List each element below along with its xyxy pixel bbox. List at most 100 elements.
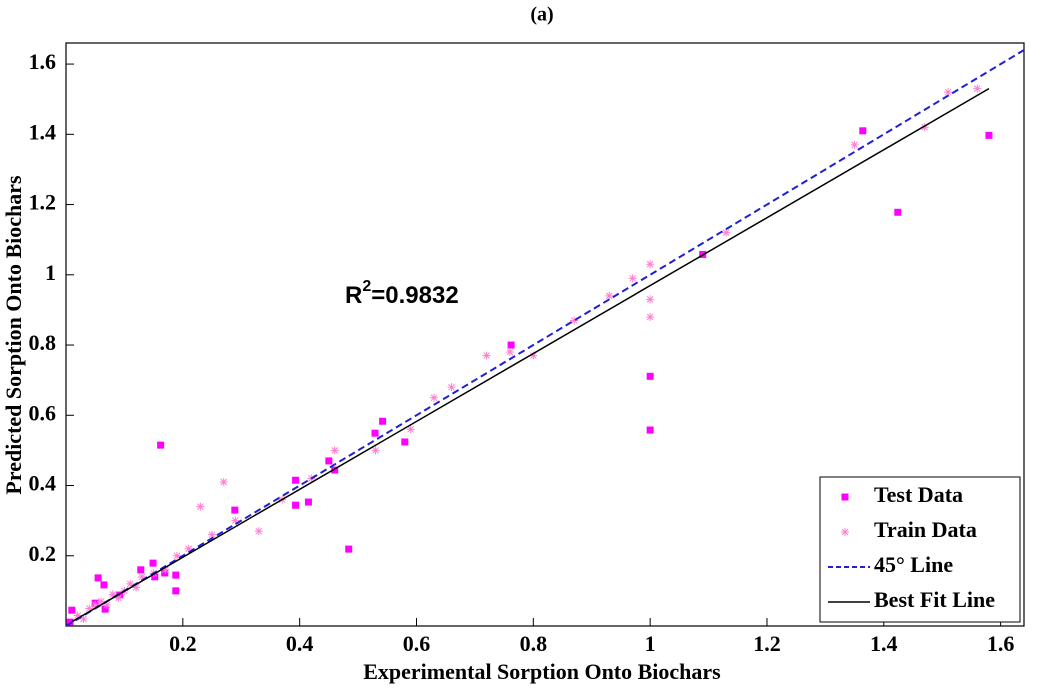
data-point xyxy=(628,274,637,283)
data-point xyxy=(172,571,180,579)
data-point xyxy=(325,457,333,465)
data-point xyxy=(219,478,228,487)
fit-line xyxy=(71,88,990,623)
data-point xyxy=(379,417,387,425)
data-point xyxy=(401,438,409,446)
data-point xyxy=(137,566,145,574)
data-point xyxy=(646,260,655,269)
y-tick-label: 1.4 xyxy=(29,119,57,144)
data-point xyxy=(172,551,181,560)
data-point xyxy=(406,425,415,434)
x-tick-label: 1.4 xyxy=(870,631,898,656)
data-point xyxy=(371,429,379,437)
data-point xyxy=(646,295,655,304)
data-point xyxy=(108,590,117,599)
x-tick-label: 1.6 xyxy=(987,631,1015,656)
data-point xyxy=(137,572,146,581)
data-point xyxy=(973,84,982,93)
x-tick-label: 1 xyxy=(645,631,656,656)
annotation: R2=0.9832 xyxy=(345,278,459,309)
legend-marker xyxy=(841,493,849,501)
data-point xyxy=(330,446,339,455)
data-point xyxy=(208,530,217,539)
data-point xyxy=(132,583,141,592)
data-point xyxy=(920,123,929,132)
y-tick-label: 0.4 xyxy=(29,471,57,496)
data-point xyxy=(100,581,108,589)
data-point xyxy=(944,88,953,97)
data-point xyxy=(507,341,515,349)
data-point xyxy=(447,383,456,392)
x-tick-label: 0.6 xyxy=(403,631,431,656)
data-point xyxy=(91,600,100,609)
data-point xyxy=(114,593,123,602)
annotation-sup: 2 xyxy=(362,278,371,295)
legend-marker xyxy=(841,528,849,536)
data-point xyxy=(85,604,94,613)
y-tick-label: 1.6 xyxy=(29,49,57,74)
data-point xyxy=(529,351,538,360)
data-point xyxy=(430,393,439,402)
data-point xyxy=(102,600,111,609)
data-point xyxy=(151,573,159,581)
data-point xyxy=(161,565,170,574)
chart-title: (a) xyxy=(530,4,553,26)
data-point xyxy=(292,501,300,509)
data-point xyxy=(292,476,300,484)
data-point xyxy=(646,426,654,434)
legend-label: Best Fit Line xyxy=(874,587,995,612)
legend-box xyxy=(819,476,1021,623)
data-point xyxy=(172,587,180,595)
data-point xyxy=(231,506,239,514)
data-point xyxy=(231,516,240,525)
y-tick-label: 0.6 xyxy=(29,400,57,425)
data-point xyxy=(126,579,135,588)
legend-label: 45° Line xyxy=(874,552,953,577)
data-point xyxy=(331,466,339,474)
data-point xyxy=(161,569,169,577)
data-point xyxy=(570,316,579,325)
x-axis-label: Experimental Sorption Onto Biochars xyxy=(363,659,721,684)
data-point xyxy=(73,611,82,620)
y-axis-label: Predicted Sorption Onto Biochars xyxy=(1,175,26,495)
y-tick-label: 1.2 xyxy=(29,190,57,215)
data-point xyxy=(505,348,514,357)
data-point xyxy=(859,127,867,135)
data-point xyxy=(371,446,380,455)
x-tick-label: 0.4 xyxy=(286,631,314,656)
data-point xyxy=(646,312,655,321)
data-point xyxy=(482,351,491,360)
data-point xyxy=(254,527,263,536)
x-tick-label: 0.8 xyxy=(520,631,548,656)
data-point xyxy=(196,502,205,511)
data-point xyxy=(94,574,102,582)
legend-label: Test Data xyxy=(874,482,963,507)
data-point xyxy=(894,208,902,216)
data-point xyxy=(97,597,106,606)
data-point xyxy=(157,441,165,449)
y-tick-label: 0.2 xyxy=(29,541,57,566)
data-point xyxy=(66,618,74,626)
x-tick-label: 1.2 xyxy=(753,631,781,656)
y-tick-label: 1 xyxy=(45,260,56,285)
data-point xyxy=(101,605,109,613)
data-point xyxy=(304,498,312,506)
x-tick-label: 0.2 xyxy=(169,631,197,656)
annotation-text: R xyxy=(345,282,362,309)
legend-label: Train Data xyxy=(874,517,977,542)
data-point xyxy=(116,591,124,599)
data-point xyxy=(68,606,76,614)
data-point xyxy=(79,614,88,623)
data-point xyxy=(985,131,993,139)
y-tick-label: 0.8 xyxy=(29,330,57,355)
data-point xyxy=(646,372,654,380)
annotation-text: =0.9832 xyxy=(371,282,458,309)
data-point xyxy=(605,291,614,300)
data-point xyxy=(850,140,859,149)
data-point xyxy=(149,559,157,567)
data-point xyxy=(345,545,353,553)
data-point xyxy=(184,544,193,553)
data-point xyxy=(722,228,731,237)
